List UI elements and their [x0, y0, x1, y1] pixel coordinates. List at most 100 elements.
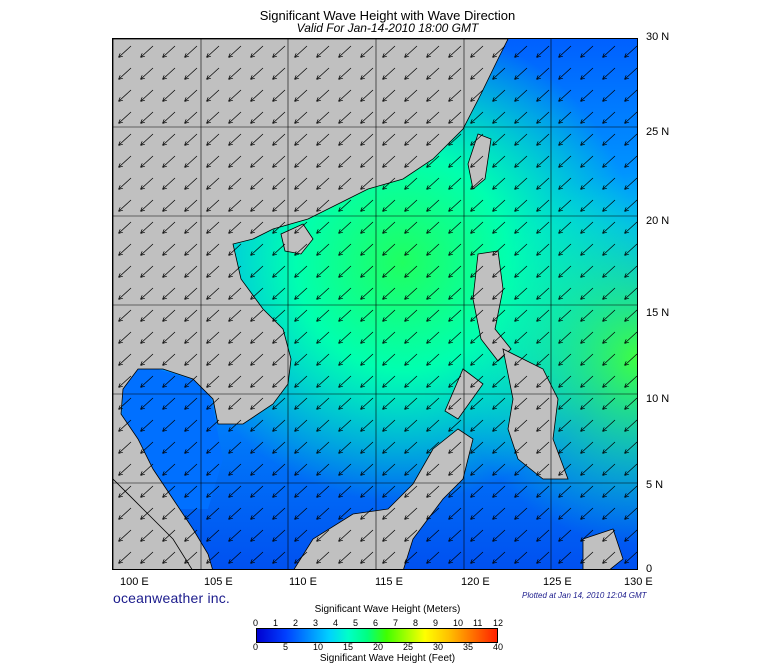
wave-arrow [185, 243, 198, 255]
wave-arrow [317, 243, 330, 255]
wave-arrow [515, 265, 528, 277]
wave-arrow [251, 243, 264, 255]
wave-arrow [361, 419, 374, 431]
wave-arrow [207, 45, 220, 57]
wave-arrow [537, 419, 550, 431]
wave-map-canvas [113, 39, 637, 569]
lon-label-115e: 115 E [375, 576, 403, 588]
legend-feet-tick: 5 [283, 642, 289, 652]
wave-arrow [493, 485, 506, 497]
wave-arrow [339, 243, 352, 255]
wave-arrow [603, 441, 616, 453]
wave-arrow [317, 199, 330, 211]
wave-arrow [273, 485, 286, 497]
wave-arrow [515, 133, 528, 145]
wave-arrow [295, 265, 308, 277]
wave-arrow [119, 441, 132, 453]
wave-arrow [383, 507, 396, 519]
wave-arrow [559, 221, 572, 233]
wave-arrow [317, 441, 330, 453]
wave-arrow [603, 463, 616, 475]
wave-arrow [405, 133, 418, 145]
wave-arrow [119, 199, 132, 211]
wave-arrow [163, 353, 176, 365]
wave-arrow [471, 199, 484, 211]
wave-arrow [515, 551, 528, 563]
wave-arrow [361, 507, 374, 519]
wave-arrow [339, 111, 352, 123]
wave-arrow [185, 507, 198, 519]
wave-arrow [339, 353, 352, 365]
wave-arrow [141, 177, 154, 189]
wave-arrow [119, 419, 132, 431]
wave-arrow [185, 485, 198, 497]
wave-arrow [317, 419, 330, 431]
wave-arrow [493, 375, 506, 387]
wave-arrow [251, 155, 264, 167]
wave-arrow [119, 529, 132, 541]
wave-arrow [603, 397, 616, 409]
legend-meters-tick: 6 [373, 618, 379, 628]
wave-arrow [471, 551, 484, 563]
wave-arrow [207, 309, 220, 321]
legend-meters-tick: 12 [493, 618, 504, 628]
wave-arrow [141, 309, 154, 321]
wave-arrow [471, 45, 484, 57]
wave-arrow [185, 89, 198, 101]
wave-arrow [229, 485, 242, 497]
wave-arrow [273, 397, 286, 409]
wave-arrow [229, 243, 242, 255]
wave-arrow [427, 375, 440, 387]
wave-arrow [625, 67, 637, 79]
wave-arrow [207, 67, 220, 79]
wave-arrow [185, 309, 198, 321]
wave-arrow [229, 397, 242, 409]
wave-arrow [273, 551, 286, 563]
legend-feet-tick: 10 [313, 642, 324, 652]
wave-arrow [251, 485, 264, 497]
taiwan-island [467, 133, 492, 190]
wave-arrow [339, 397, 352, 409]
wave-arrow [229, 111, 242, 123]
wave-arrow [229, 331, 242, 343]
wave-arrow [251, 375, 264, 387]
wave-arrow [515, 45, 528, 57]
legend-meters-tick: 1 [273, 618, 279, 628]
wave-arrow [185, 199, 198, 211]
wave-arrow [361, 529, 374, 541]
wave-arrow [449, 353, 462, 365]
wave-arrow [625, 485, 637, 497]
lat-label-0: 0 [646, 563, 653, 575]
wave-arrow [339, 265, 352, 277]
wave-arrow [163, 177, 176, 189]
wave-arrow [119, 397, 132, 409]
wave-arrow [427, 243, 440, 255]
wave-arrow [141, 485, 154, 497]
wave-arrow [207, 529, 220, 541]
legend-feet-tick: 15 [343, 642, 354, 652]
wave-arrow [383, 419, 396, 431]
wave-arrow [339, 155, 352, 167]
wave-arrow [141, 155, 154, 167]
wave-arrow [537, 353, 550, 365]
wave-arrow [273, 67, 286, 79]
wave-arrow [207, 463, 220, 475]
wave-arrow [185, 287, 198, 299]
wave-arrow [383, 133, 396, 145]
wave-arrow [339, 375, 352, 387]
wave-arrow [625, 111, 637, 123]
wave-arrow [405, 199, 418, 211]
wave-arrow [361, 111, 374, 123]
wave-arrow [119, 111, 132, 123]
wave-arrow [449, 265, 462, 277]
wave-arrow [449, 221, 462, 233]
wave-arrow [427, 199, 440, 211]
wave-arrow [515, 89, 528, 101]
wave-arrow [471, 419, 484, 431]
wave-arrow [515, 397, 528, 409]
wave-arrow [119, 45, 132, 57]
legend-meters-tick: 0 [253, 618, 259, 628]
wave-arrow [493, 221, 506, 233]
wave-arrow [427, 133, 440, 145]
wave-arrow [273, 265, 286, 277]
